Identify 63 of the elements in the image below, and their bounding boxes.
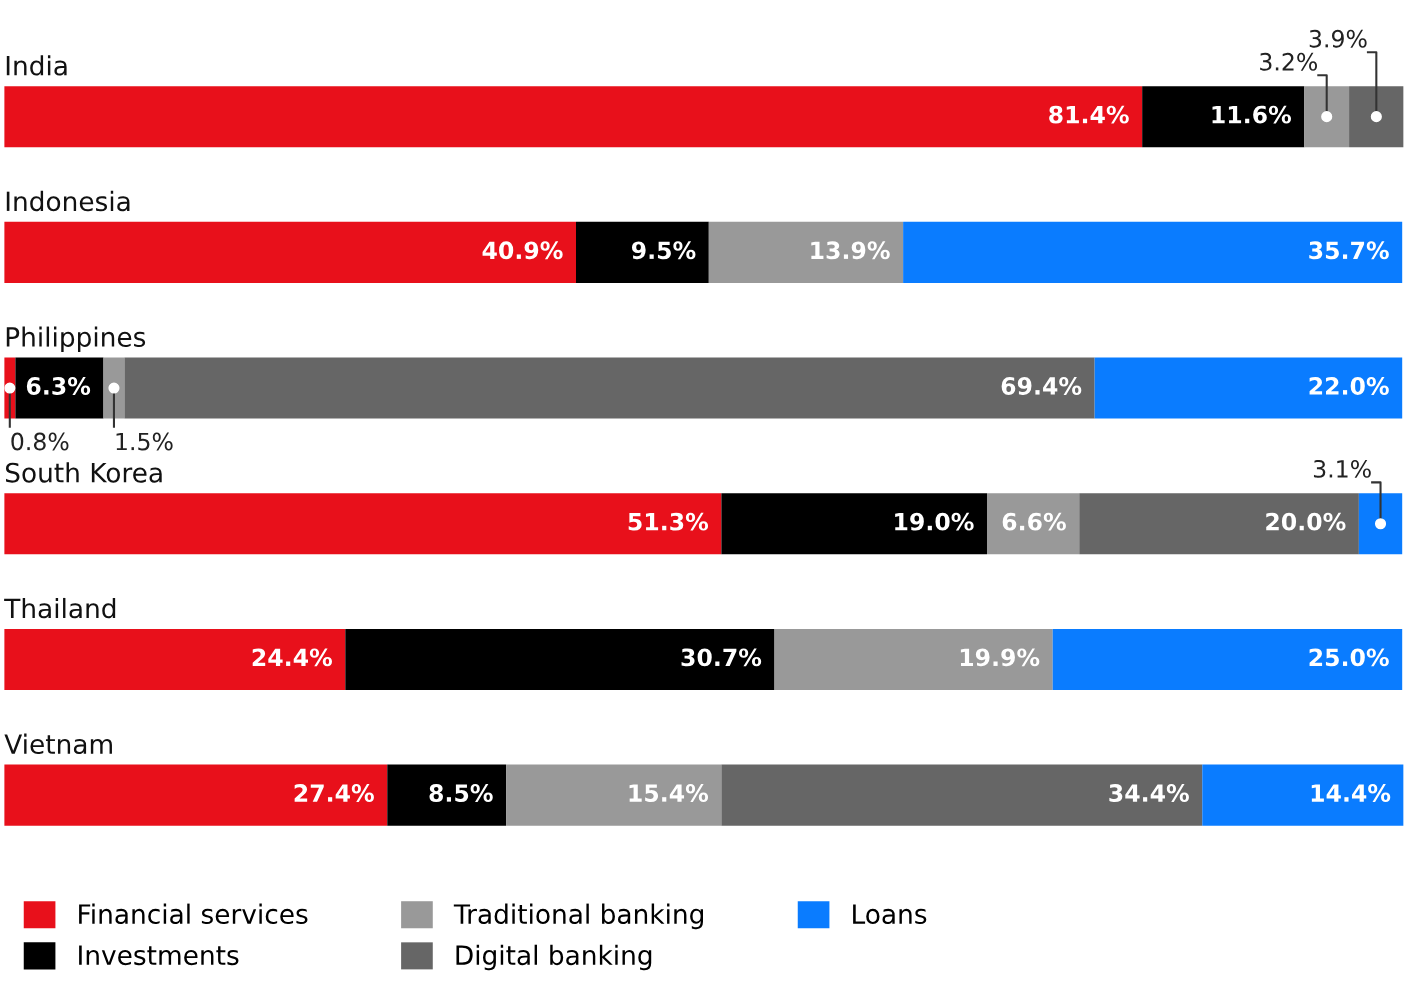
bar <box>1052 628 1403 690</box>
data-label: 81.4% <box>1049 105 1129 124</box>
data-label: 6.6% <box>1002 512 1066 531</box>
bar <box>1094 357 1403 419</box>
bar <box>4 493 722 555</box>
bar <box>721 764 1203 826</box>
data-label: 20.0% <box>1266 512 1346 531</box>
data-label: 25.0% <box>1309 648 1389 667</box>
y-tick-label: Philippines <box>6 326 146 353</box>
data-label: 19.9% <box>960 648 1040 667</box>
bar <box>345 628 775 690</box>
bar <box>575 221 709 283</box>
bar <box>15 357 104 419</box>
bar <box>1304 86 1350 148</box>
data-label: 14.4% <box>1311 784 1391 802</box>
data-label: 69.4% <box>1001 377 1082 395</box>
bar <box>4 628 346 690</box>
data-label: 6.3% <box>26 377 91 395</box>
bar <box>1202 764 1404 826</box>
legend-label: Loans <box>853 904 927 925</box>
data-label: 27.4% <box>294 784 374 802</box>
bar <box>4 86 1143 148</box>
bar <box>124 357 1095 419</box>
bar <box>774 628 1053 690</box>
bar <box>903 221 1403 283</box>
data-label: 13.9% <box>811 241 890 260</box>
y-tick-label: India <box>6 55 67 76</box>
legend-label: Investments <box>79 945 239 966</box>
data-label: 35.7% <box>1309 241 1389 260</box>
data-label: 11.6% <box>1212 105 1292 124</box>
data-label: 24.4% <box>252 648 332 667</box>
bar <box>1079 493 1359 555</box>
y-tick-label: Vietnam <box>4 733 112 755</box>
data-label: 3.9% <box>1309 29 1367 48</box>
y-tick-label: Thailand <box>4 597 116 619</box>
data-label: 19.0% <box>895 512 974 531</box>
bar <box>987 493 1080 555</box>
bar <box>708 221 904 283</box>
data-label: 15.4% <box>629 784 709 802</box>
y-tick-label: Indonesia <box>6 190 130 212</box>
bar <box>721 493 987 555</box>
y-tick-label: South Korea <box>5 462 162 483</box>
data-label: 0.8% <box>11 432 69 451</box>
data-label: 9.5% <box>631 241 696 260</box>
bar <box>1358 493 1403 555</box>
bar <box>1142 86 1305 148</box>
bar <box>387 764 507 826</box>
data-label: 8.5% <box>429 784 493 802</box>
data-label: 1.5% <box>116 432 173 451</box>
data-label: 30.7% <box>681 648 762 667</box>
data-label: 22.0% <box>1309 377 1389 395</box>
data-label: 51.3% <box>628 512 709 531</box>
bar <box>4 221 576 283</box>
data-label: 40.9% <box>482 241 563 260</box>
data-label: 3.1% <box>1313 459 1371 478</box>
legend-label: Financial services <box>79 903 308 925</box>
data-label: 34.4% <box>1109 784 1189 802</box>
bar <box>1349 86 1404 148</box>
legend-label: Traditional banking <box>453 903 703 930</box>
bar <box>506 764 722 826</box>
data-label: 3.2% <box>1260 52 1318 71</box>
legend-label: Digital banking <box>456 944 652 971</box>
bar <box>4 764 388 826</box>
